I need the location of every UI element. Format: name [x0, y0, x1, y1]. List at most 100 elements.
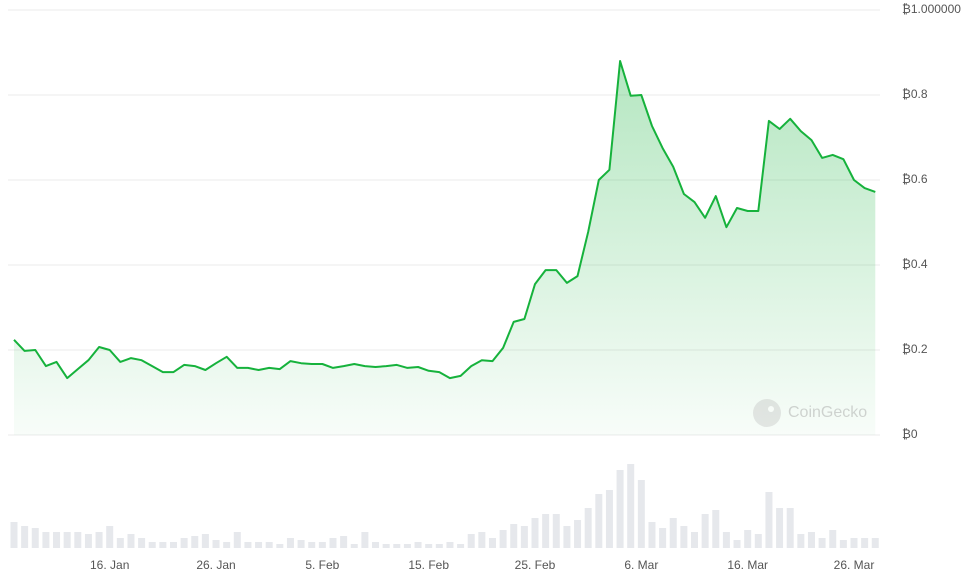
volume-bar [807, 532, 815, 548]
volume-bar [733, 540, 741, 548]
volume-bar [850, 538, 858, 548]
price-area [14, 61, 876, 435]
volume-bar [659, 528, 667, 548]
volume-bar [669, 518, 677, 548]
volume-bar [382, 544, 390, 548]
volume-bar [329, 538, 337, 548]
volume-bar [478, 532, 486, 548]
volume-bar [542, 514, 550, 548]
x-tick-label: 6. Mar [624, 558, 658, 572]
volume-bar [318, 542, 326, 548]
volume-bar [212, 540, 220, 548]
volume-bar [871, 538, 879, 548]
volume-bar [148, 542, 156, 548]
volume-bar [340, 536, 348, 548]
volume-bar [627, 464, 635, 548]
volume-bar [829, 530, 837, 548]
volume-bar [372, 542, 380, 548]
volume-bar [223, 542, 231, 548]
x-tick-label: 25. Feb [515, 558, 556, 572]
volume-bar [467, 534, 475, 548]
volume-bar [680, 526, 688, 548]
volume-bar [201, 534, 209, 548]
volume-bar [595, 494, 603, 548]
volume-bar [159, 542, 167, 548]
volume-bar [786, 508, 794, 548]
volume-bar [552, 514, 560, 548]
y-tick-label: ₿0.8 [902, 87, 928, 101]
x-tick-label: 26. Jan [196, 558, 235, 572]
volume-bar [488, 538, 496, 548]
volume-bar [127, 534, 135, 548]
volume-bar [233, 532, 241, 548]
volume-bar [265, 542, 273, 548]
volume-bar [446, 542, 454, 548]
volume-bar [350, 544, 358, 548]
x-tick-label: 5. Feb [305, 558, 339, 572]
volume-bar [63, 532, 71, 548]
volume-bar [276, 544, 284, 548]
volume-bar [754, 534, 762, 548]
plot: ₿0 ₿0.2 ₿0.4 ₿0.6 ₿0.8 ₿1.000000 16. Jan 26. Ja… [8, 2, 961, 572]
volume-bar [510, 524, 518, 548]
volume-bar [169, 542, 177, 548]
volume-bar [531, 518, 539, 548]
volume-bar [712, 510, 720, 548]
volume-bar [425, 544, 433, 548]
volume-bar [574, 520, 582, 548]
volume-bar [520, 526, 528, 548]
volume-bar [191, 536, 199, 548]
volume-bar [297, 540, 305, 548]
volume-bar [563, 526, 571, 548]
volume-bar [42, 532, 50, 548]
volume-bar [393, 544, 401, 548]
volume-bar [605, 490, 613, 548]
volume-bar [839, 540, 847, 548]
volume-bar [722, 532, 730, 548]
watermark-text: CoinGecko [788, 404, 867, 421]
volume-bar [116, 538, 124, 548]
volume-bar [691, 532, 699, 548]
watermark-logo-eye [768, 406, 774, 412]
y-tick-label: ₿0.6 [902, 172, 928, 186]
volume-bar [308, 542, 316, 548]
volume-bar [74, 532, 82, 548]
volume-bar [138, 538, 146, 548]
volume-bar [21, 526, 29, 548]
volume-bar [31, 528, 39, 548]
volume-bar [414, 542, 422, 548]
x-tick-label: 26. Mar [834, 558, 875, 572]
volume-bar [53, 532, 61, 548]
volume-bar [10, 522, 18, 548]
volume-bar [499, 530, 507, 548]
volume-bar [818, 538, 826, 548]
volume-bar [457, 544, 465, 548]
price-line [13, 60, 876, 380]
x-tick-label: 16. Jan [90, 558, 129, 572]
volume-bar [286, 538, 294, 548]
volume-bar [244, 542, 252, 548]
watermark-logo [753, 399, 781, 427]
volume-bar [95, 532, 103, 548]
volume-bar [84, 534, 92, 548]
y-tick-label: ₿0.2 [902, 342, 928, 356]
y-tick-label: ₿0.4 [902, 257, 928, 271]
volume-bar [255, 542, 263, 548]
volume-bar [180, 538, 188, 548]
volume-bar [361, 532, 369, 548]
y-tick-label: ₿1.000000 [902, 2, 961, 16]
volume-bar [765, 492, 773, 548]
volume-bar [861, 538, 869, 548]
volume-bar [744, 530, 752, 548]
volume-bar [435, 544, 443, 548]
volume-bar [797, 534, 805, 548]
volume-bar [648, 522, 656, 548]
volume-bar [637, 480, 645, 548]
volume-bar [776, 508, 784, 548]
volume-bar [616, 470, 624, 548]
x-tick-label: 16. Mar [727, 558, 768, 572]
volume-bar [106, 526, 114, 548]
volume-bar [403, 544, 411, 548]
volume-bar [701, 514, 709, 548]
